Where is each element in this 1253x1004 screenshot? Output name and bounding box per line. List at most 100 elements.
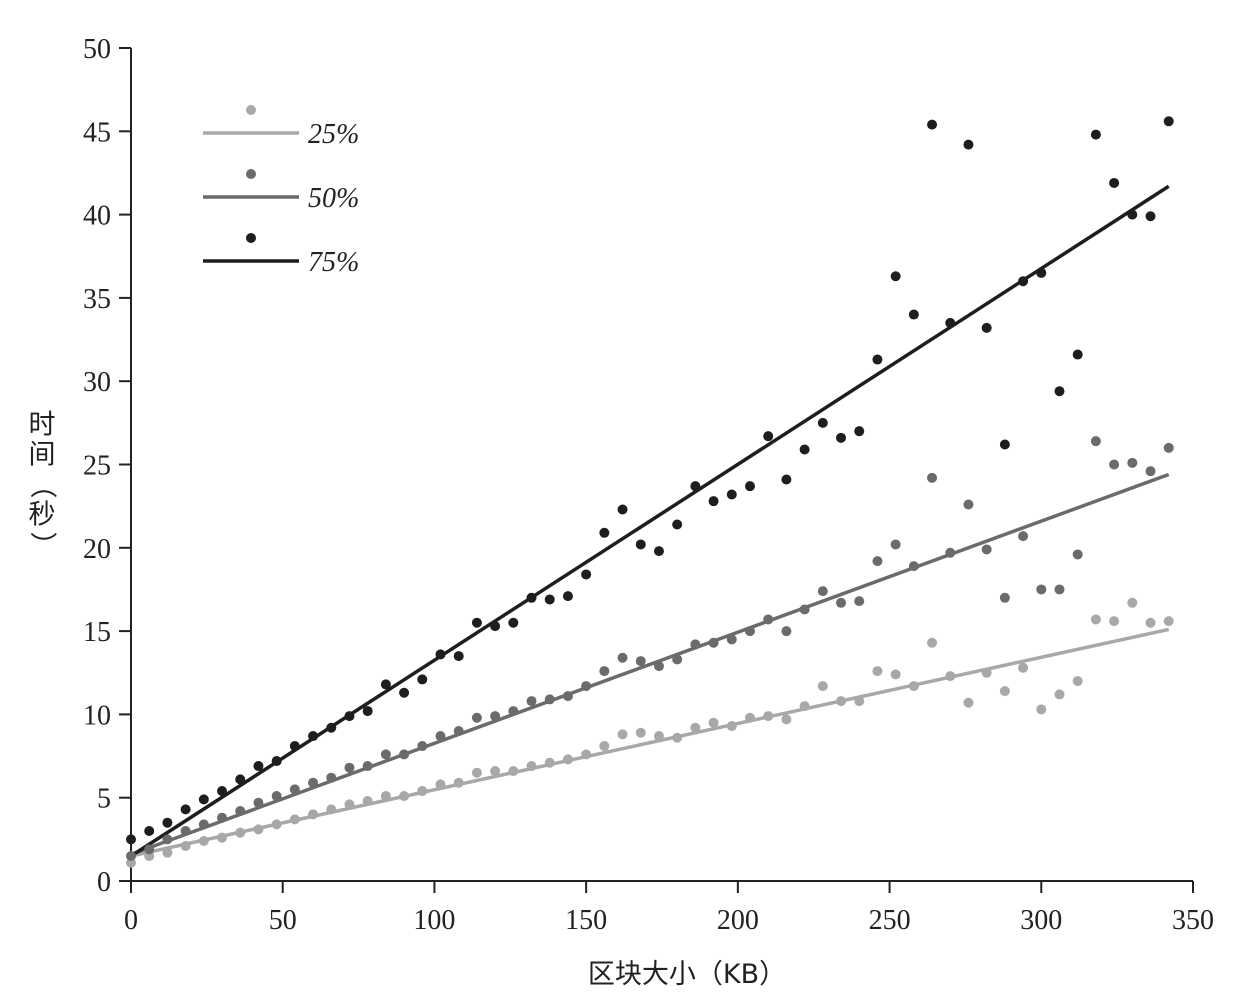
data-point [471, 767, 482, 778]
data-point [908, 561, 919, 572]
data-point [289, 741, 300, 752]
data-point [289, 784, 300, 795]
data-point [726, 634, 737, 645]
legend: 25% 50% 75% [203, 105, 359, 278]
data-point [417, 786, 428, 797]
x-tick-label: 50 [269, 905, 297, 936]
trend-line-2 [130, 472, 1170, 856]
legend-label: 50% [308, 183, 359, 214]
data-point [126, 851, 136, 862]
data-point [217, 832, 228, 843]
y-tick-label: 10 [83, 700, 111, 731]
y-tick-label: 5 [97, 784, 111, 815]
legend-marker [246, 169, 256, 179]
data-point [599, 527, 610, 538]
data-point [1072, 549, 1083, 560]
trend-line-3 [130, 184, 1170, 858]
x-tick-label: 350 [1172, 905, 1214, 936]
data-point [1090, 436, 1101, 447]
data-point [817, 417, 828, 428]
data-point [271, 756, 282, 767]
data-point [963, 697, 974, 708]
data-point [1072, 676, 1083, 687]
data-point [999, 439, 1010, 450]
y-tick-label: 25 [83, 451, 111, 482]
legend-marker [246, 105, 256, 115]
data-point [180, 841, 191, 852]
data-point [1127, 597, 1138, 608]
data-point [617, 729, 628, 740]
data-point [945, 671, 956, 682]
data-point [180, 804, 191, 815]
y-axis-title-char: （ [27, 472, 58, 499]
data-point [635, 656, 646, 667]
data-point [945, 547, 956, 558]
data-point [927, 637, 938, 648]
data-point [217, 812, 228, 823]
data-point [362, 761, 373, 772]
data-point [635, 539, 646, 550]
data-point [508, 766, 519, 777]
data-point [271, 791, 282, 802]
data-point [1109, 459, 1120, 470]
data-point [344, 711, 355, 722]
data-point [180, 826, 191, 837]
data-point [599, 741, 610, 752]
data-point [617, 652, 628, 663]
data-point [162, 834, 173, 845]
data-point [235, 774, 246, 785]
data-point [217, 786, 228, 797]
data-point [854, 696, 865, 707]
data-point [198, 836, 209, 847]
data-point [744, 626, 755, 637]
data-point [1036, 704, 1047, 715]
data-point [908, 681, 919, 692]
data-point [744, 481, 755, 492]
data-point [763, 614, 774, 625]
data-point [490, 766, 501, 777]
data-point [1054, 386, 1065, 397]
data-point [836, 696, 847, 707]
data-point [380, 791, 391, 802]
data-point [872, 666, 883, 677]
data-point [981, 544, 992, 555]
data-point [890, 669, 901, 680]
data-point [1036, 584, 1047, 595]
data-point [326, 772, 337, 783]
data-point [690, 722, 701, 733]
data-point [1163, 442, 1174, 453]
data-point [836, 432, 847, 443]
data-point [581, 569, 592, 580]
data-point [289, 814, 300, 825]
data-point [653, 546, 664, 557]
data-point [1054, 689, 1065, 700]
data-point [599, 666, 610, 677]
axes [130, 48, 1193, 882]
data-point [544, 594, 555, 605]
data-point [490, 621, 501, 632]
data-point [253, 797, 264, 808]
data-point [1145, 211, 1156, 222]
data-point [435, 649, 446, 660]
data-point [380, 679, 391, 690]
data-point [544, 757, 555, 768]
data-point [471, 712, 482, 723]
data-point [999, 592, 1010, 603]
data-point [817, 586, 828, 597]
data-point [781, 474, 792, 485]
x-tick-label: 100 [413, 905, 455, 936]
data-point [690, 639, 701, 650]
data-point [417, 741, 428, 752]
data-point [235, 827, 246, 838]
fit-lines [130, 184, 1170, 858]
x-tick-label: 0 [124, 905, 138, 936]
data-point [308, 731, 319, 742]
data-point [144, 844, 155, 855]
data-point [399, 749, 410, 760]
data-point [726, 489, 737, 500]
data-point [1054, 584, 1065, 595]
data-point [471, 617, 482, 628]
data-point [817, 681, 828, 692]
y-tick-label: 15 [83, 617, 111, 648]
